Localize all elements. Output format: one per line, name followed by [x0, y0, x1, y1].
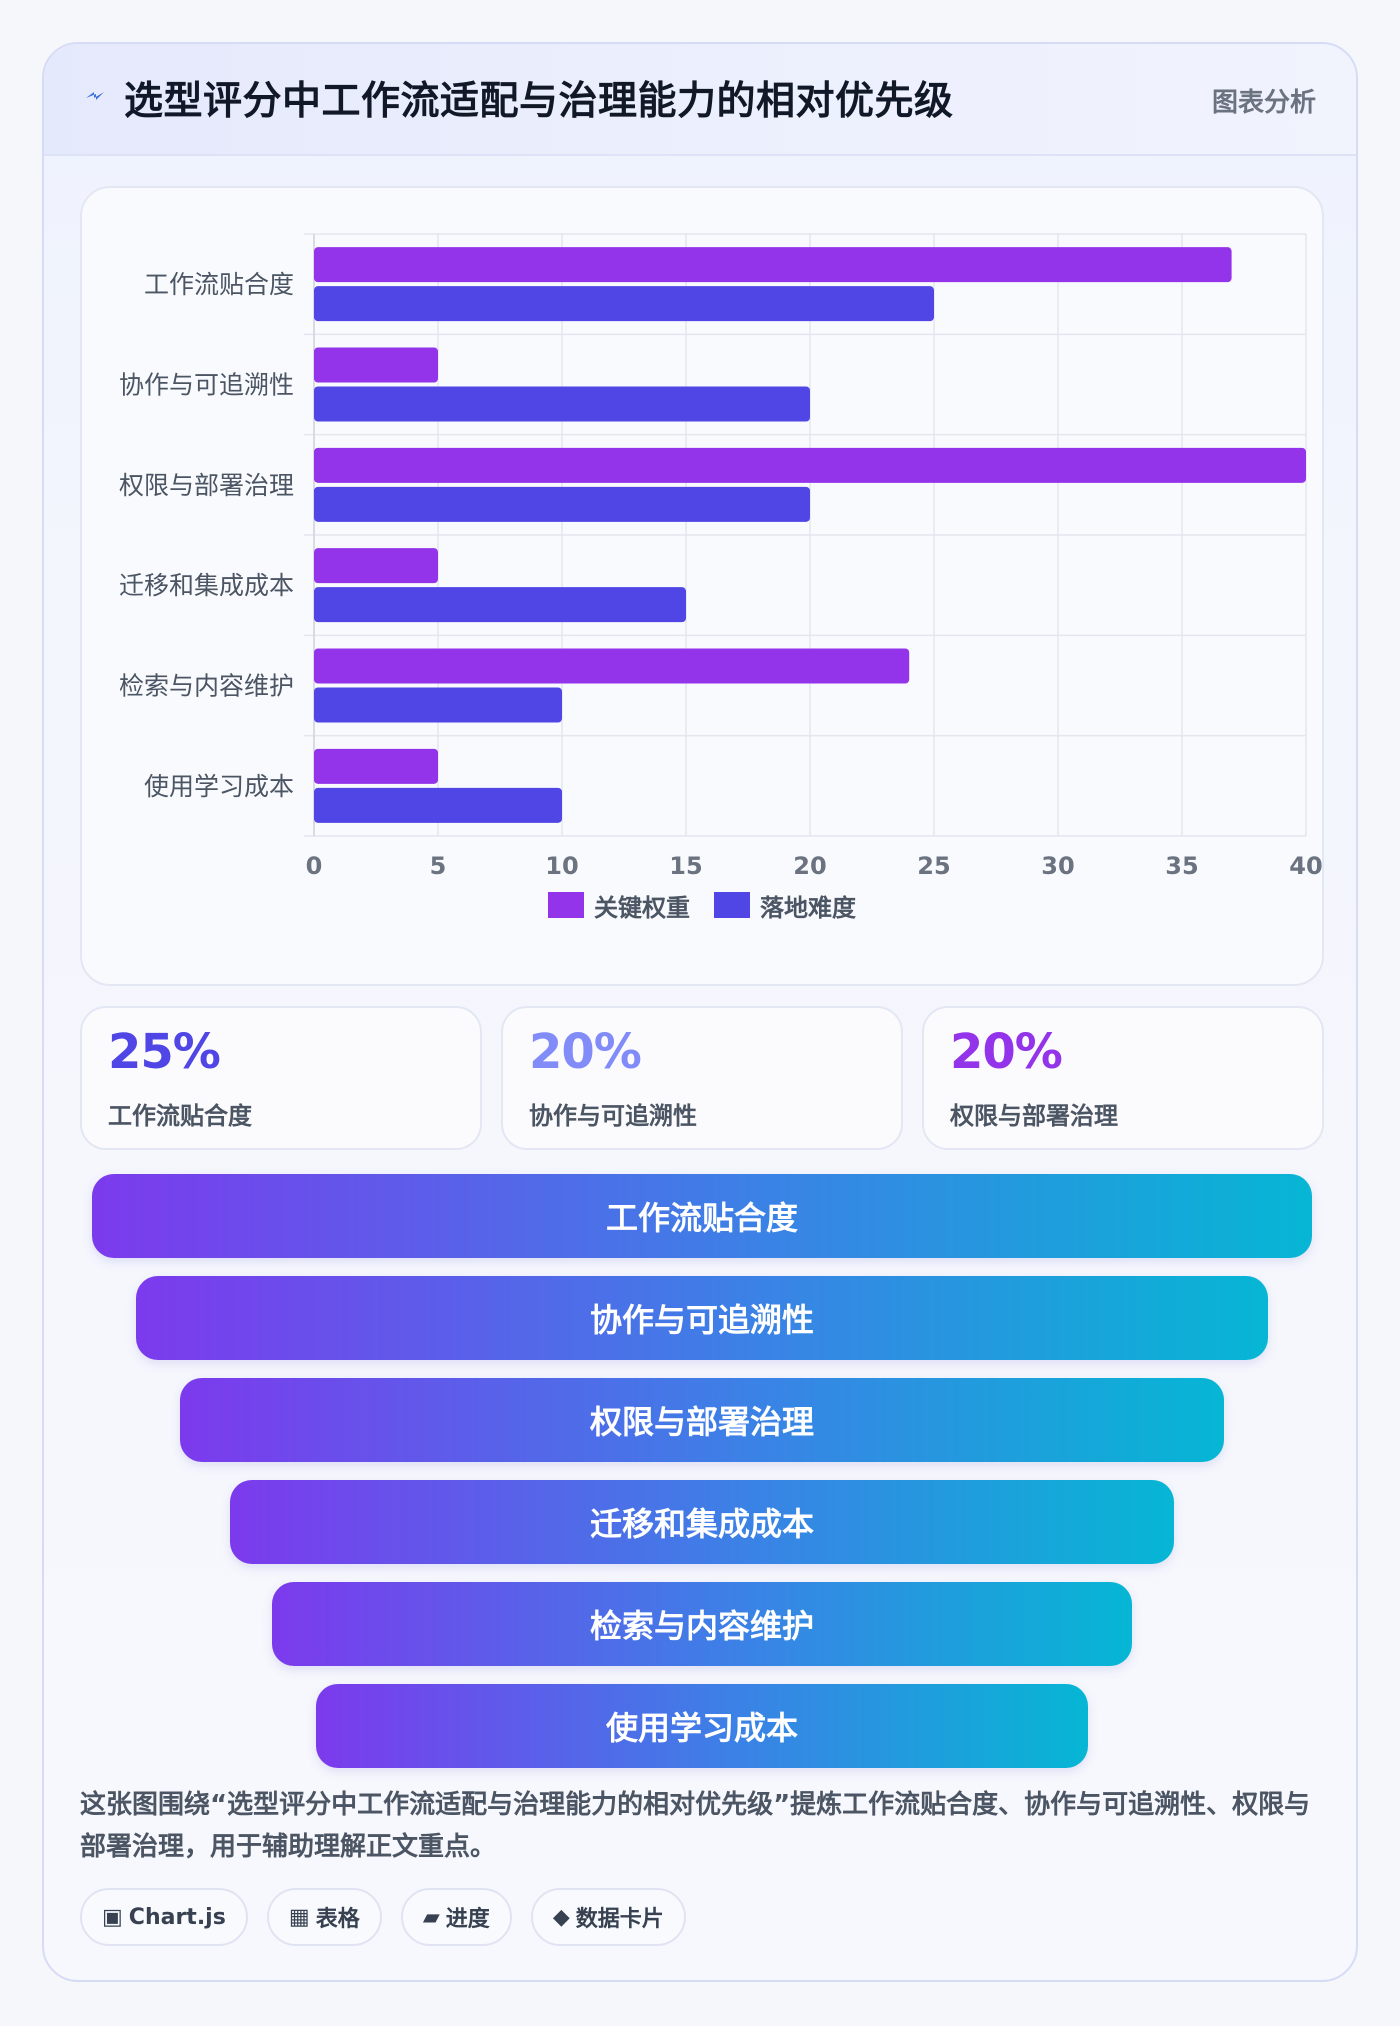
- bar-key-weight: [314, 648, 910, 684]
- bar-difficulty: [314, 286, 934, 322]
- x-tick-label: 10: [545, 852, 578, 880]
- chart-card: 选型评分中工作流适配与治理能力的相对优先级 图表分析 0 5 10 15 20 25 30 3…: [42, 42, 1358, 1982]
- legend: 关键权重 落地难度: [548, 892, 857, 922]
- stat-cards: 25% 工作流贴合度 20% 协作与可追溯性 20% 权限与部署治理: [80, 1006, 1324, 1150]
- header-tag: 图表分析: [1211, 88, 1316, 118]
- x-tick-label: 40: [1289, 852, 1322, 880]
- bar-difficulty: [314, 587, 686, 623]
- bolt-icon: [86, 92, 104, 100]
- card-icon: ◆: [552, 1904, 570, 1930]
- funnel-step: 协作与可追溯性: [136, 1276, 1268, 1360]
- chip-label: 表格: [315, 1907, 360, 1932]
- card-header: 选型评分中工作流适配与治理能力的相对优先级 图表分析: [44, 44, 1356, 156]
- stat-label: 协作与可追溯性: [529, 1102, 697, 1130]
- x-tick-label: 30: [1041, 852, 1074, 880]
- bar-key-weight: [314, 247, 1232, 283]
- bar-chart: 0 5 10 15 20 25 30 35 40 工作流贴合度协作与可追溯性权限与部署治理迁移和集…: [119, 233, 1323, 922]
- funnel-step: 迁移和集成成本: [230, 1480, 1174, 1564]
- chip-label: 进度: [445, 1907, 490, 1932]
- stat-label: 工作流贴合度: [108, 1102, 252, 1130]
- bar-difficulty: [314, 787, 562, 823]
- legend-label: 落地难度: [760, 894, 857, 922]
- legend-swatch: [548, 892, 584, 918]
- x-tick-label: 25: [917, 852, 950, 880]
- x-tick-label: 0: [306, 852, 323, 880]
- bar-key-weight: [314, 447, 1306, 483]
- chip-label: 数据卡片: [575, 1907, 664, 1932]
- stat-value: 25%: [108, 1024, 221, 1080]
- chip-progress[interactable]: ▰ 进度: [400, 1888, 512, 1946]
- chip-label: Chart.js: [128, 1904, 226, 1930]
- bar-difficulty: [314, 486, 810, 522]
- y-tick-label: 迁移和集成成本: [119, 571, 294, 600]
- x-tick-label: 35: [1165, 852, 1198, 880]
- page-title: 选型评分中工作流适配与治理能力的相对优先级: [124, 79, 954, 124]
- funnel-step: 使用学习成本: [316, 1684, 1088, 1768]
- stat-value: 20%: [529, 1024, 642, 1080]
- y-tick-label: 使用学习成本: [144, 772, 294, 801]
- chip-data-card[interactable]: ◆ 数据卡片: [530, 1888, 686, 1946]
- tag-chips: ▣ Chart.js ▦ 表格 ▰ 进度 ◆ 数据卡片: [80, 1888, 700, 1948]
- bar-key-weight: [314, 548, 438, 584]
- y-tick-label: 协作与可追溯性: [119, 371, 294, 400]
- table-icon: ▦: [288, 1904, 310, 1930]
- stat-value: 20%: [950, 1024, 1063, 1080]
- chart-icon: ▣: [102, 1904, 123, 1930]
- y-tick-label: 工作流贴合度: [144, 270, 294, 299]
- chip-table[interactable]: ▦ 表格: [266, 1888, 382, 1946]
- stat-card: 20% 协作与可追溯性: [501, 1006, 903, 1150]
- chip-chartjs[interactable]: ▣ Chart.js: [80, 1888, 248, 1946]
- y-tick-label: 权限与部署治理: [119, 471, 294, 500]
- chart-panel: 0 5 10 15 20 25 30 35 40 工作流贴合度协作与可追溯性 权限与部署治理 迁移和集…: [80, 186, 1324, 986]
- funnel-step: 检索与内容维护: [272, 1582, 1132, 1666]
- progress-icon: ▰: [422, 1904, 440, 1930]
- stat-label: 权限与部署治理: [950, 1102, 1118, 1130]
- stat-card: 25% 工作流贴合度: [80, 1006, 482, 1150]
- x-tick-label: 20: [793, 852, 826, 880]
- funnel-step: 工作流贴合度: [92, 1174, 1312, 1258]
- stat-card: 20% 权限与部署治理: [922, 1006, 1324, 1150]
- funnel-step: 权限与部署治理: [180, 1378, 1224, 1462]
- x-tick-label: 15: [669, 852, 702, 880]
- legend-swatch: [714, 892, 750, 918]
- legend-label: 关键权重: [594, 894, 690, 922]
- bar-key-weight: [314, 748, 438, 784]
- bar-difficulty: [314, 386, 810, 422]
- y-tick-label: 检索与内容维护: [119, 672, 294, 701]
- bar-difficulty: [314, 687, 562, 723]
- x-tick-label: 5: [430, 852, 447, 880]
- description: 这张图围绕“选型评分中工作流适配与治理能力的相对优先级”提炼工作流贴合度、协作与…: [80, 1790, 1311, 1862]
- bar-key-weight: [314, 347, 438, 383]
